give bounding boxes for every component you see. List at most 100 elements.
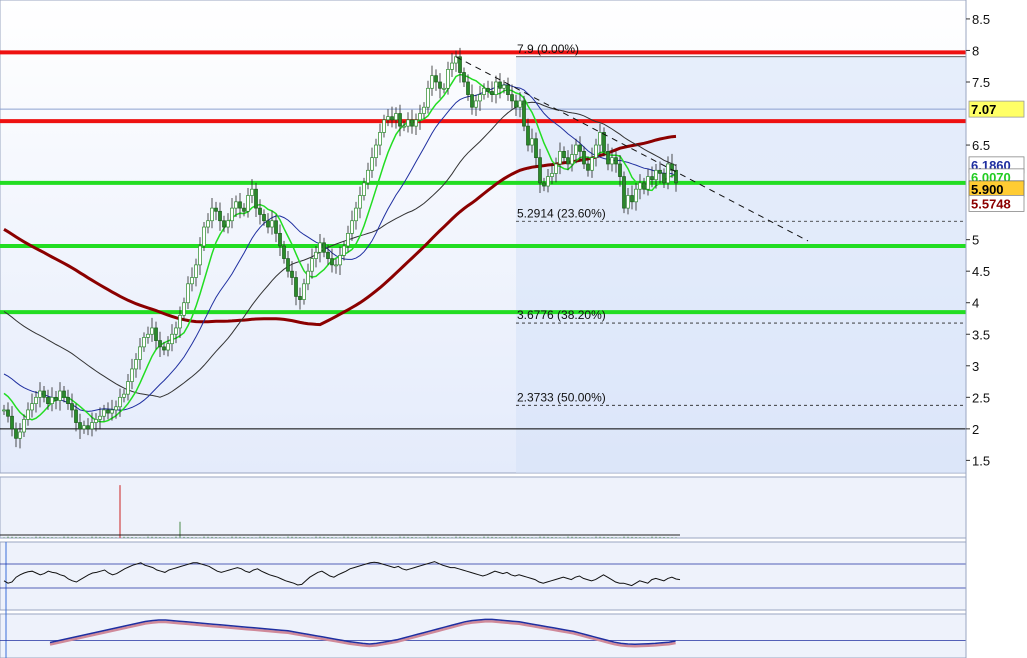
candle-body <box>250 188 254 196</box>
candle-body <box>306 270 310 285</box>
candle-body <box>106 409 110 414</box>
candle-body <box>350 220 354 234</box>
candle-body <box>222 220 226 228</box>
candle-body <box>134 359 138 370</box>
axis-tick-label: 1.5 <box>972 453 990 468</box>
candle-body <box>126 381 130 395</box>
candle-body <box>274 220 278 234</box>
candle-body <box>58 390 62 401</box>
candle-body <box>198 245 202 266</box>
candle-body <box>618 163 622 177</box>
candle-body <box>550 173 554 177</box>
candle-body <box>62 390 66 398</box>
candle-body <box>170 333 174 345</box>
candle-body <box>130 368 134 382</box>
candle-body <box>122 393 126 398</box>
candle-body <box>634 188 638 203</box>
candle-body <box>258 207 262 215</box>
candle-body <box>406 119 410 127</box>
candle-body <box>110 409 114 414</box>
volume-panel-bg <box>0 476 967 539</box>
candle-body <box>22 419 26 433</box>
candle-body <box>646 176 650 190</box>
candle-body <box>382 119 386 133</box>
candle-body <box>394 113 398 121</box>
candle-body <box>498 81 502 89</box>
candle-body <box>378 132 382 146</box>
candle-body <box>658 169 662 174</box>
candle-body <box>34 396 38 404</box>
candle-body <box>286 258 290 272</box>
price-axis: 8.587.56.554.543.532.521.57.076.18606.00… <box>965 0 1027 658</box>
candle-body <box>358 195 362 209</box>
fib-label: 3.6776 (38.20%) <box>517 308 606 322</box>
candle-body <box>650 176 654 181</box>
candle-body <box>414 119 418 127</box>
candle-body <box>346 232 350 247</box>
candle-body <box>6 409 10 417</box>
candle-body <box>610 157 614 165</box>
candle-body <box>630 195 634 203</box>
candle-body <box>642 182 646 190</box>
macd-signal-line <box>49 620 676 648</box>
candle-body <box>18 431 22 439</box>
candle-body <box>182 302 186 316</box>
candle-body <box>366 169 370 184</box>
axis-tick-label: 2 <box>972 422 979 437</box>
candle-body <box>374 144 378 159</box>
candle-body <box>282 245 286 259</box>
candle-body <box>118 396 122 408</box>
candle-body <box>390 116 394 121</box>
candle-body <box>142 337 146 348</box>
candle-body <box>342 245 346 256</box>
candle-body <box>430 75 434 89</box>
candle-body <box>74 409 78 423</box>
candle-body <box>486 87 490 92</box>
candle-body <box>526 125 530 146</box>
candle-body <box>70 403 74 411</box>
candle-body <box>574 144 578 155</box>
candle-body <box>362 182 366 196</box>
price-badge-label: 5.900 <box>971 182 1004 197</box>
candle-body <box>446 69 450 89</box>
candle-body <box>230 207 234 222</box>
candle-body <box>450 62 454 70</box>
candle-body <box>370 157 374 171</box>
candle-body <box>514 100 518 108</box>
candle-body <box>166 343 170 351</box>
candle-body <box>98 415 102 420</box>
candle-body <box>622 176 626 209</box>
candle-body <box>590 157 594 171</box>
candle-body <box>246 195 250 212</box>
candle-body <box>2 409 6 412</box>
candle-body <box>158 340 162 348</box>
candle-body <box>470 94 474 108</box>
candle-body <box>202 226 206 247</box>
candle-body <box>266 220 270 228</box>
candle-body <box>206 220 210 228</box>
candle-body <box>338 255 342 266</box>
candle-body <box>42 390 46 398</box>
candle-body <box>638 182 642 190</box>
candle-body <box>566 157 570 165</box>
candle-body <box>234 201 238 209</box>
candle-body <box>334 264 338 267</box>
candle-body <box>46 396 50 404</box>
candle-body <box>162 346 166 351</box>
axis-tick-label: 2.5 <box>972 390 990 405</box>
candle-body <box>614 157 618 165</box>
candle-body <box>190 277 194 285</box>
candle-body <box>518 100 522 108</box>
candle-body <box>210 207 214 222</box>
candle-body <box>102 409 106 417</box>
candle-body <box>458 56 462 73</box>
candle-body <box>474 100 478 108</box>
candle-body <box>442 87 446 90</box>
candle-body <box>30 403 34 411</box>
candle-body <box>270 220 274 228</box>
candle-body <box>174 327 178 335</box>
axis-tick-label: 3.5 <box>972 327 990 342</box>
candle-body <box>546 176 550 187</box>
candle-body <box>50 396 54 404</box>
candle-body <box>290 270 294 278</box>
